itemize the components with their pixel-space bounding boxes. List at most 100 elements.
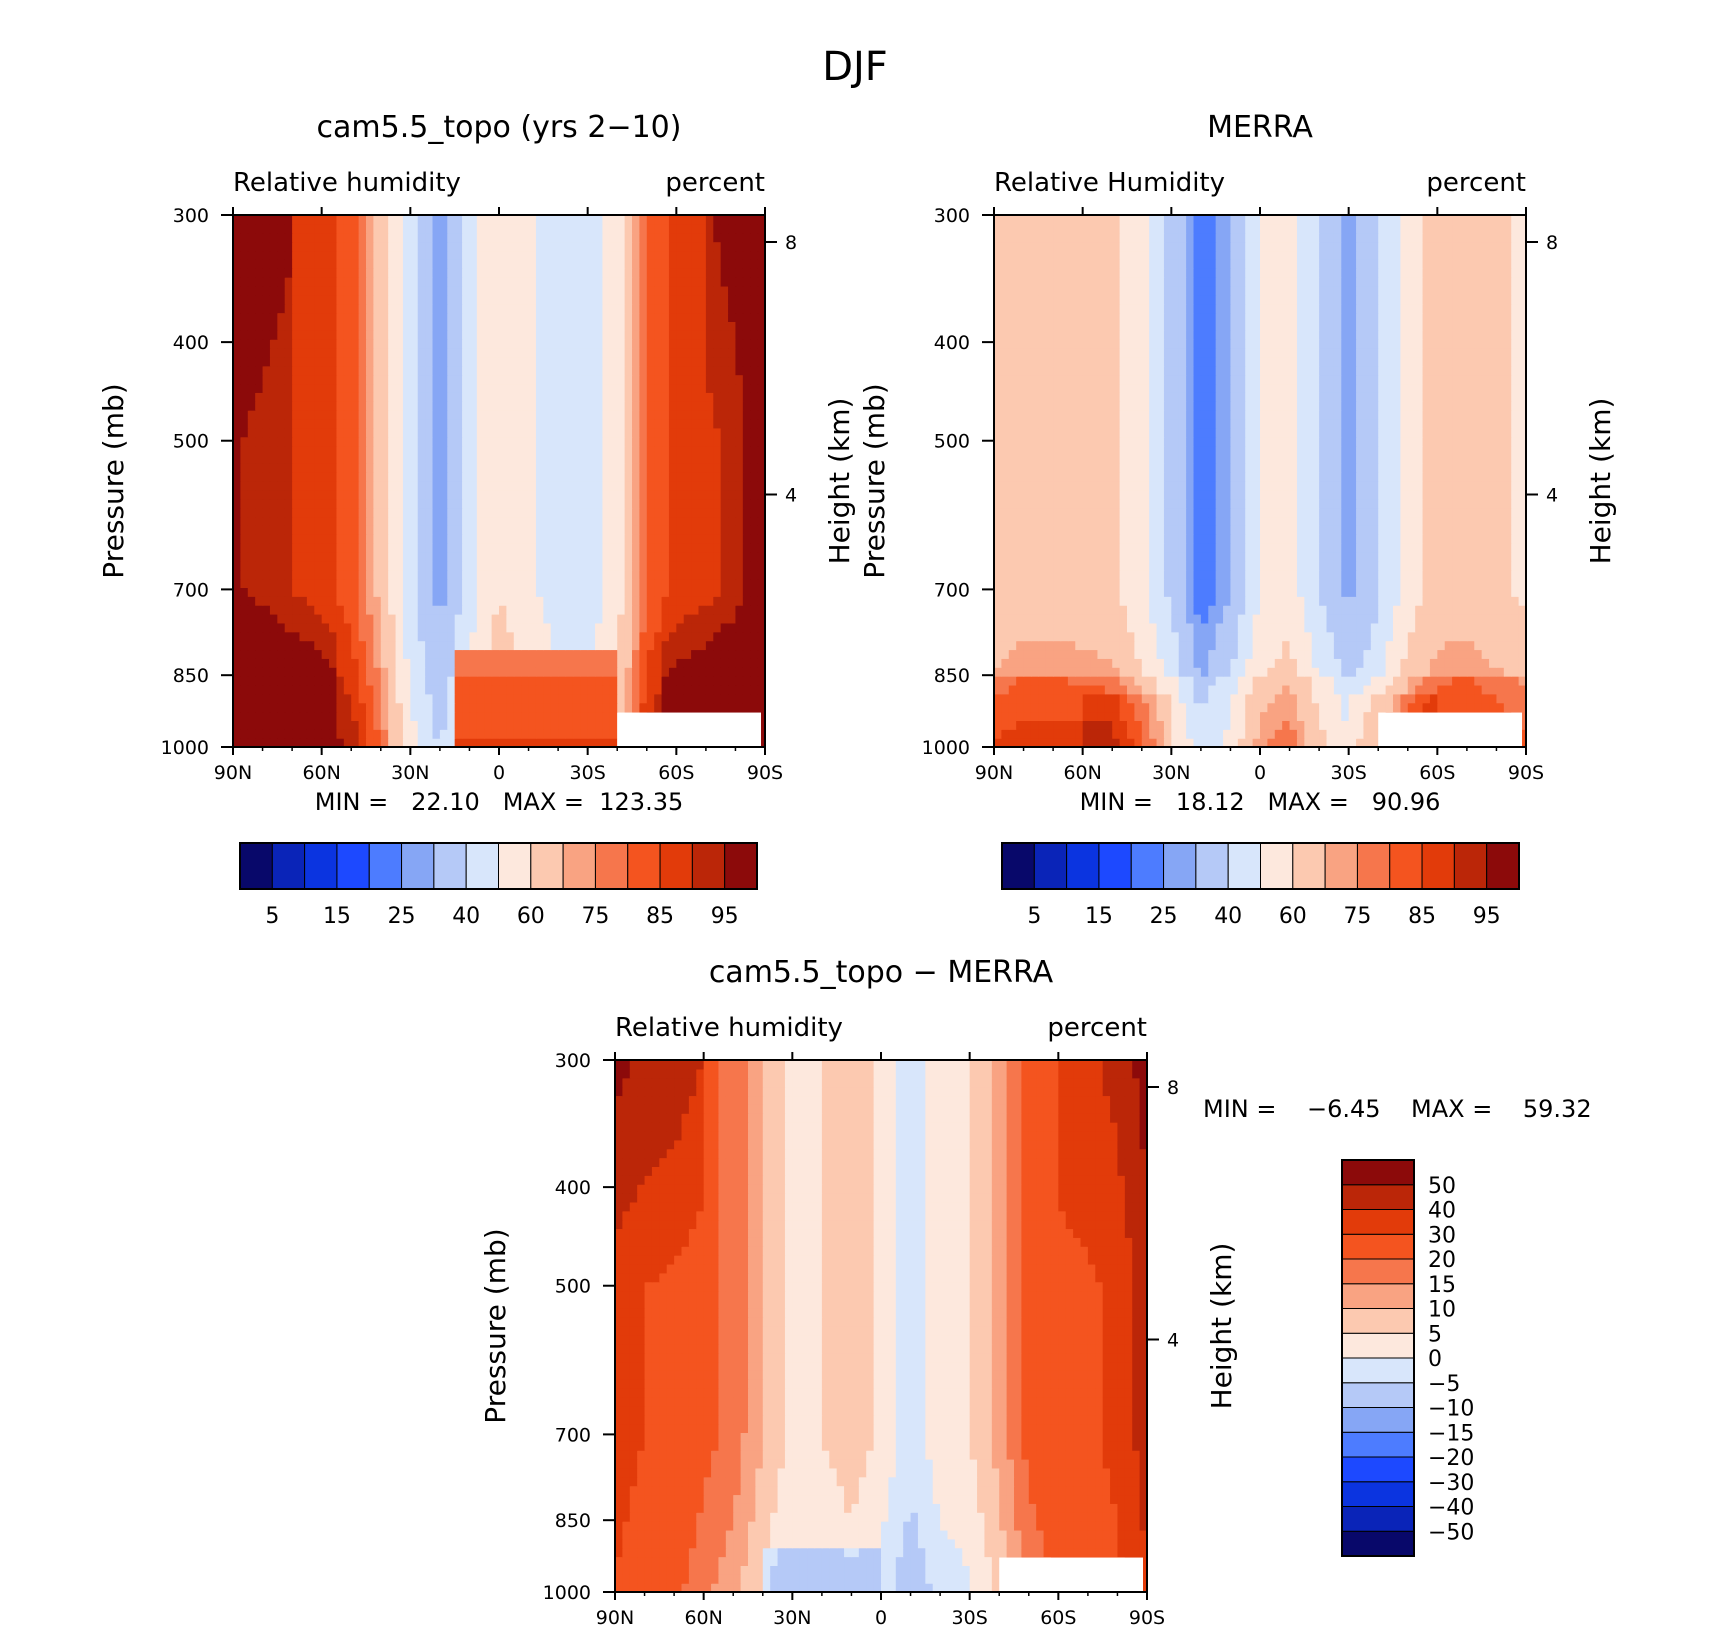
field-cell (395, 241, 404, 252)
field-cell (373, 365, 382, 376)
field-cell (454, 401, 463, 411)
field-cell (306, 560, 315, 571)
field-cell (558, 356, 567, 367)
field-cell (425, 312, 434, 322)
field-cell (484, 605, 493, 615)
field-cell (351, 330, 360, 340)
field-cell (351, 489, 360, 500)
field-cell (720, 321, 729, 331)
field-cell (343, 472, 352, 482)
field-cell (587, 321, 596, 331)
field-cell (262, 489, 271, 500)
field-cell (654, 348, 663, 358)
field-cell (624, 543, 633, 553)
field-cell (388, 374, 397, 385)
field-cell (373, 507, 382, 518)
field-cell (535, 472, 544, 482)
field-cell (742, 383, 751, 393)
field-cell (247, 569, 256, 580)
field-cell (491, 383, 500, 393)
field-cell (550, 498, 559, 509)
field-cell (484, 356, 493, 367)
field-cell (484, 410, 493, 420)
field-cell (329, 587, 338, 597)
field-cell (543, 507, 552, 518)
field-cell (329, 622, 338, 633)
field-cell (425, 525, 434, 535)
field-cell (417, 463, 426, 473)
field-cell (499, 223, 507, 234)
field-cell (432, 348, 441, 358)
field-cell (506, 241, 515, 252)
field-cell (462, 365, 471, 376)
field-cell (683, 605, 692, 615)
field-cell (558, 321, 567, 331)
field-cell (491, 525, 500, 535)
field-cell (1171, 711, 1180, 721)
field-cell (336, 551, 345, 562)
field-cell (373, 463, 382, 473)
field-cell (728, 676, 737, 686)
field-cell (395, 631, 404, 642)
field-cell (1134, 729, 1143, 739)
field-cell (499, 605, 507, 615)
field-cell (506, 507, 515, 518)
field-cell (609, 711, 618, 721)
field-cell (306, 551, 315, 562)
field-cell (558, 259, 567, 269)
field-cell (676, 534, 685, 544)
field-cell (343, 215, 352, 225)
field-cell (277, 392, 286, 402)
field-cell (462, 507, 471, 518)
x-tick-label: 30N (391, 762, 429, 784)
field-cell (388, 259, 397, 269)
field-cell (713, 622, 722, 633)
field-cell (565, 250, 574, 260)
field-cell (661, 693, 670, 704)
field-cell (292, 560, 301, 571)
field-cell (572, 551, 581, 562)
field-cell (432, 383, 441, 393)
field-cell (720, 215, 729, 225)
field-cell (602, 560, 611, 571)
field-cell (1223, 684, 1232, 695)
field-cell (535, 693, 544, 704)
field-cell (683, 525, 692, 535)
field-cell (358, 676, 367, 686)
field-cell (1518, 702, 1527, 713)
field-cell (654, 321, 663, 331)
field-cell (1267, 684, 1276, 695)
field-cell (343, 410, 352, 420)
field-cell (698, 587, 707, 597)
field-cell (713, 294, 722, 305)
field-cell (720, 454, 729, 464)
field-cell (535, 738, 544, 748)
field-cell (595, 374, 604, 385)
field-cell (358, 481, 367, 491)
field-cell (410, 339, 419, 349)
field-cell (336, 622, 345, 633)
field-cell (632, 303, 640, 314)
field-cell (425, 339, 434, 349)
field-cell (373, 543, 382, 553)
field-cell (683, 543, 692, 553)
field-cell (439, 223, 448, 234)
field-cell (595, 578, 604, 588)
field-cell (550, 605, 559, 615)
field-cell (1422, 684, 1431, 695)
field-cell (255, 339, 264, 349)
field-cell (358, 285, 367, 296)
field-cell (550, 534, 559, 544)
field-cell (321, 410, 330, 420)
field-cell (314, 321, 323, 331)
field-cell (617, 498, 626, 509)
field-cell (1356, 684, 1365, 695)
field-cell (735, 427, 744, 438)
field-cell (343, 534, 352, 544)
field-cell (343, 418, 352, 429)
field-cell (306, 534, 315, 544)
field-cell (1119, 711, 1128, 721)
field-cell (402, 614, 411, 624)
field-cell (484, 348, 493, 358)
field-cell (683, 640, 692, 651)
